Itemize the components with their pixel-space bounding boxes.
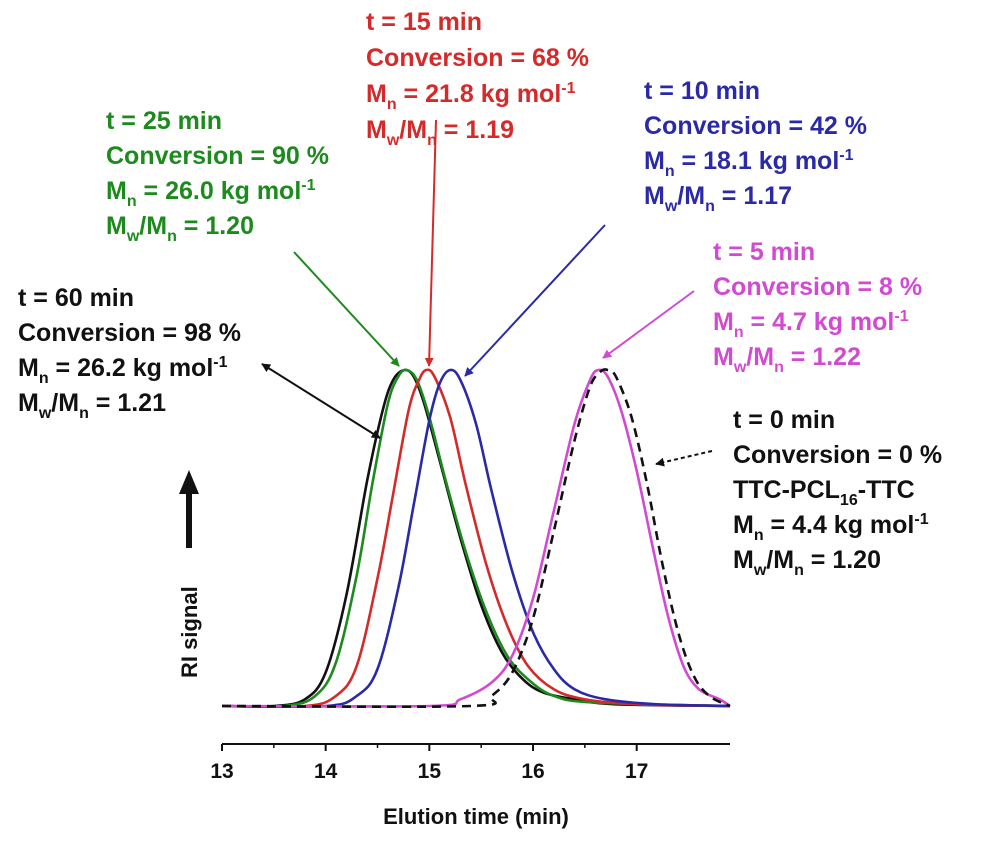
x-tick-label: 15 [418,760,442,783]
pointer-t0 [655,450,713,467]
curve-t15 [221,368,731,709]
curve-t5 [221,368,731,708]
annotation-line: Conversion = 42 % [644,112,867,140]
annotation-line: Conversion = 90 % [106,142,329,170]
annotation-line: t = 15 min [366,8,482,36]
pointer-t60 [261,363,381,439]
annotation-t60: t = 60 min Conversion = 98 % Mn​ = 26.2 kg… [18,284,241,422]
y-axis-label: RI signal [177,586,202,678]
pointer-t15 [424,119,437,367]
annotation-line: Mn​ = 26.2 kg mol-1​ [18,354,228,387]
annotation-line: Mw​/Mn​ = 1.21 [18,389,166,422]
annotation-line: t = 0 min [733,406,835,434]
annotation-line: t = 60 min [18,284,134,312]
annotation-line: Mn​ = 21.8 kg mol-1​ [366,80,576,113]
pointer-t25 [293,251,400,367]
pointer-t5 [602,290,695,359]
curve-t0 [221,368,731,709]
annotation-line: Conversion = 68 % [366,44,589,72]
annotation-line: Mw​/Mn​ = 1.19 [366,116,514,149]
annotation-line: Mw​/Mn​ = 1.20 [733,546,881,579]
annotation-line: Conversion = 0 % [733,441,942,469]
annotation-line: Conversion = 98 % [18,319,241,347]
chromatogram-curves [221,368,731,709]
annotation-line: t = 10 min [644,77,760,105]
annotation-line: Mn​ = 18.1 kg mol-1​ [644,147,854,180]
pointer-t10 [464,224,606,377]
annotation-line: TTC-PCL16​-TTC [733,476,915,509]
annotation-line: Conversion = 8 % [713,273,922,301]
annotation-line: Mn​ = 26.0 kg mol-1​ [106,177,316,210]
curve-t10 [221,368,731,709]
x-axis-label: Elution time (min) [383,804,569,829]
x-tick-label: 13 [210,760,233,783]
annotation-pointers [261,119,713,467]
annotation-t15: t = 15 min Conversion = 68 % Mn​ = 21.8 kg… [366,8,589,149]
annotation-t25: t = 25 min Conversion = 90 % Mn​ = 26.0 kg… [106,107,329,245]
annotation-line: Mw​/Mn​ = 1.17 [644,182,792,215]
x-tick-label: 17 [625,760,648,783]
x-tick-label: 16 [521,760,544,783]
x-axis-ticks: 13 14 15 16 17 [210,744,648,783]
annotation-line: Mw​/Mn​ = 1.20 [106,212,254,245]
annotation-line: t = 5 min [713,238,815,266]
curve-t25 [221,368,731,709]
annotation-line: t = 25 min [106,107,222,135]
signal-up-arrowhead-icon [179,470,199,494]
x-tick-label: 14 [314,760,338,783]
annotations: t = 60 min Conversion = 98 % Mn​ = 26.2 kg… [18,8,942,579]
annotation-t10: t = 10 min Conversion = 42 % Mn​ = 18.1 kg… [644,77,867,215]
annotation-line: Mw​/Mn​ = 1.22 [713,343,861,376]
annotation-t5: t = 5 min Conversion = 8 % Mn​ = 4.7 kg mo… [713,238,922,376]
annotation-line: Mn​ = 4.7 kg mol-1​ [713,308,909,341]
annotation-line: Mn​ = 4.4 kg mol-1​ [733,511,929,544]
